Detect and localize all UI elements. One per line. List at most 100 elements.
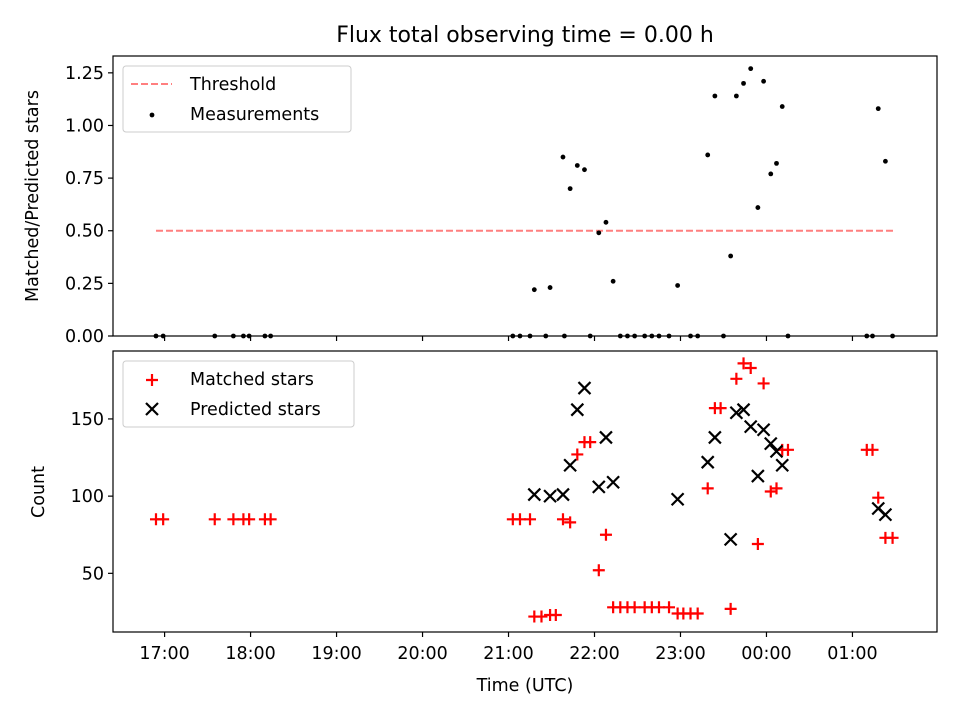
predicted-star-point bbox=[775, 458, 790, 473]
bottom-y-ticks: 50 100 150 bbox=[71, 410, 113, 584]
measurement-point bbox=[733, 93, 739, 99]
matched-star-point bbox=[571, 448, 584, 461]
top-axes-frame bbox=[112, 55, 938, 337]
matched-star-point bbox=[227, 513, 240, 526]
measurement-point bbox=[755, 205, 761, 210]
matched-star-point bbox=[208, 513, 221, 526]
bottom-y-axis-label: Count bbox=[29, 466, 49, 518]
measurement-point bbox=[705, 152, 711, 158]
measurement-point bbox=[774, 160, 779, 166]
matched-star-point bbox=[549, 609, 562, 622]
matched-star-point bbox=[264, 513, 277, 526]
measurement-point bbox=[567, 186, 573, 192]
legend-matched-swatch bbox=[146, 374, 158, 386]
measurement-point bbox=[728, 253, 734, 259]
measurement-point bbox=[610, 278, 616, 284]
top-axes: Matched/Predicted stars 0.00 0.25 0.50 0.75… bbox=[23, 55, 938, 347]
measurement-point bbox=[596, 230, 602, 236]
top-legend: Threshold Measurements bbox=[122, 65, 352, 133]
predicted-star-point bbox=[878, 507, 893, 522]
predicted-star-point bbox=[743, 419, 758, 434]
predicted-star-point bbox=[606, 475, 620, 490]
matched-star-point bbox=[524, 513, 537, 526]
matched-star-point bbox=[886, 531, 899, 544]
x-tick-label: 18:00 bbox=[225, 644, 275, 664]
measurement-point bbox=[582, 167, 587, 173]
matched-star-point bbox=[701, 482, 714, 495]
matched-star-point bbox=[744, 361, 757, 374]
predicted-star-point bbox=[556, 487, 570, 502]
matched-star-point bbox=[781, 443, 794, 456]
predicted-star-point bbox=[570, 402, 585, 417]
predicted-star-point bbox=[700, 455, 715, 469]
predicted-star-point bbox=[756, 422, 771, 437]
predicted-star-point bbox=[599, 430, 613, 445]
predicted-star-point bbox=[543, 489, 557, 503]
measurement-point bbox=[675, 283, 681, 288]
top-y-tick-label: 0.25 bbox=[65, 274, 104, 294]
x-tick-label: 21:00 bbox=[483, 644, 533, 664]
matched-star-point bbox=[628, 601, 641, 614]
matched-star-point bbox=[584, 436, 597, 449]
predicted-star-point bbox=[751, 469, 765, 483]
predicted-star-point bbox=[769, 444, 784, 459]
predicted-star-point bbox=[563, 458, 577, 473]
x-tick-label: 00:00 bbox=[741, 644, 791, 664]
top-y-tick-label: 0.50 bbox=[65, 222, 104, 242]
x-tick-label: 22:00 bbox=[569, 644, 619, 664]
top-y-axis-label: Matched/Predicted stars bbox=[23, 90, 43, 302]
top-y-tick-label: 1.25 bbox=[65, 64, 104, 84]
predicted-star-point bbox=[708, 430, 722, 445]
matched-star-point bbox=[556, 513, 569, 526]
legend-threshold-label: Threshold bbox=[189, 75, 276, 95]
matched-star-point bbox=[535, 610, 548, 623]
bottom-marks bbox=[149, 357, 899, 623]
measurement-point bbox=[779, 104, 785, 109]
measurement-point bbox=[560, 154, 566, 160]
matched-star-point bbox=[737, 357, 750, 370]
x-axis-label: Time (UTC) bbox=[476, 676, 574, 696]
measurement-point bbox=[712, 93, 718, 99]
matched-star-point bbox=[157, 513, 170, 526]
top-y-tick-label: 0.00 bbox=[65, 327, 104, 347]
x-tick-label: 20:00 bbox=[397, 644, 447, 664]
matched-star-point bbox=[872, 491, 885, 504]
measurement-point bbox=[531, 287, 537, 293]
legend-predicted-swatch bbox=[145, 402, 159, 416]
top-y-tick-label: 1.00 bbox=[65, 116, 104, 136]
legend-measurements-swatch bbox=[149, 112, 155, 118]
matched-star-point bbox=[652, 601, 665, 614]
measurement-point bbox=[574, 163, 580, 168]
top-legend-box bbox=[122, 65, 352, 133]
matched-star-point bbox=[724, 602, 737, 615]
x-tick-label: 23:00 bbox=[655, 644, 705, 664]
x-tick-label: 19:00 bbox=[311, 644, 361, 664]
matched-star-point bbox=[866, 443, 879, 456]
predicted-star-point bbox=[577, 381, 592, 395]
measurement-point bbox=[875, 106, 881, 112]
legend-matched-label: Matched stars bbox=[190, 370, 314, 390]
matched-star-point bbox=[513, 513, 526, 526]
predicted-star-point bbox=[763, 436, 778, 451]
matched-star-point bbox=[751, 537, 764, 550]
matched-star-point bbox=[592, 564, 605, 577]
x-tick-label: 01:00 bbox=[827, 644, 877, 664]
bottom-axes-frame bbox=[112, 350, 938, 633]
measurement-point bbox=[748, 66, 754, 72]
x-tick-label: 17:00 bbox=[139, 644, 189, 664]
bottom-legend: Matched stars Predicted stars bbox=[122, 360, 355, 428]
bottom-legend-box bbox=[122, 360, 355, 428]
bottom-axes: Count Time (UTC) 50 100 150 17:00 18:00 19:0… bbox=[29, 350, 938, 696]
matched-star-point bbox=[770, 482, 783, 495]
measurement-point bbox=[761, 78, 767, 84]
measurement-point bbox=[768, 171, 774, 177]
figure-title: Flux total observing time = 0.00 h bbox=[336, 23, 714, 48]
measurement-point bbox=[547, 285, 553, 290]
matched-star-point bbox=[714, 402, 727, 415]
predicted-star-point bbox=[736, 402, 751, 417]
bottom-x-ticks: 17:00 18:00 19:00 20:00 21:00 22:00 23:00 00:00… bbox=[139, 632, 878, 664]
predicted-star-point bbox=[527, 487, 542, 502]
top-y-tick-label: 0.75 bbox=[65, 169, 104, 189]
matched-star-point bbox=[730, 372, 743, 385]
